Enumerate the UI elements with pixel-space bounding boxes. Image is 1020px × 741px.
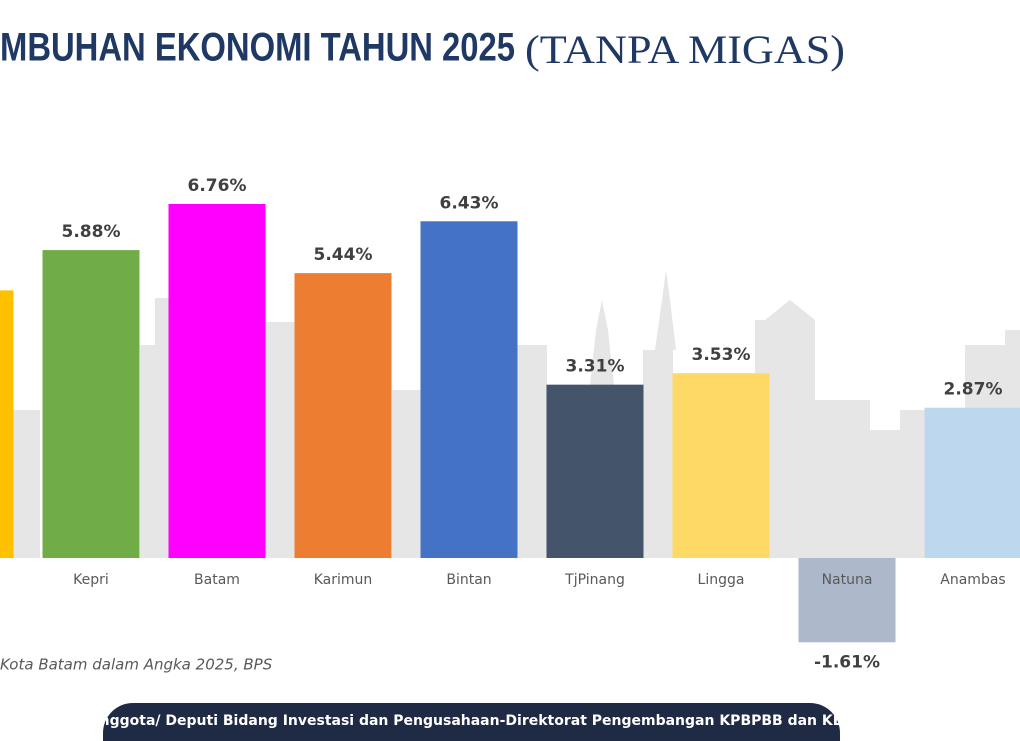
category-label: Natuna [822, 572, 873, 588]
category-label: Anambas [940, 572, 1005, 588]
bar [420, 221, 518, 558]
bar [168, 204, 266, 558]
value-label: 2.87% [944, 380, 1003, 400]
source-note: Kota Batam dalam Angka 2025, BPS [0, 656, 273, 674]
value-label: 6.76% [188, 176, 247, 196]
value-label: 6.43% [440, 193, 499, 213]
bar [546, 384, 644, 558]
category-label: Karimun [314, 572, 373, 588]
bar [42, 250, 140, 559]
value-label: 5.88% [62, 222, 121, 242]
footer-pill [103, 703, 840, 741]
bar [0, 290, 14, 558]
value-label: 5.44% [314, 245, 373, 265]
chart-title: MBUHAN EKONOMI TAHUN 2025 [0, 26, 515, 70]
bar [798, 558, 896, 643]
category-label: Bintan [446, 572, 491, 588]
category-label: TjPinang [564, 572, 625, 588]
category-label: Lingga [698, 572, 745, 588]
bar [294, 273, 392, 558]
category-label: Kepri [73, 572, 109, 588]
chart-subtitle: (TANPA MIGAS) [525, 27, 845, 72]
category-label: Batam [194, 572, 240, 588]
bar [672, 373, 770, 558]
value-label: 3.31% [566, 357, 625, 377]
value-label: 3.53% [692, 345, 751, 365]
value-label: -1.61% [814, 652, 880, 672]
footer-text: Anggota/ Deputi Bidang Investasi dan Pen… [89, 713, 854, 729]
bar [924, 407, 1020, 558]
